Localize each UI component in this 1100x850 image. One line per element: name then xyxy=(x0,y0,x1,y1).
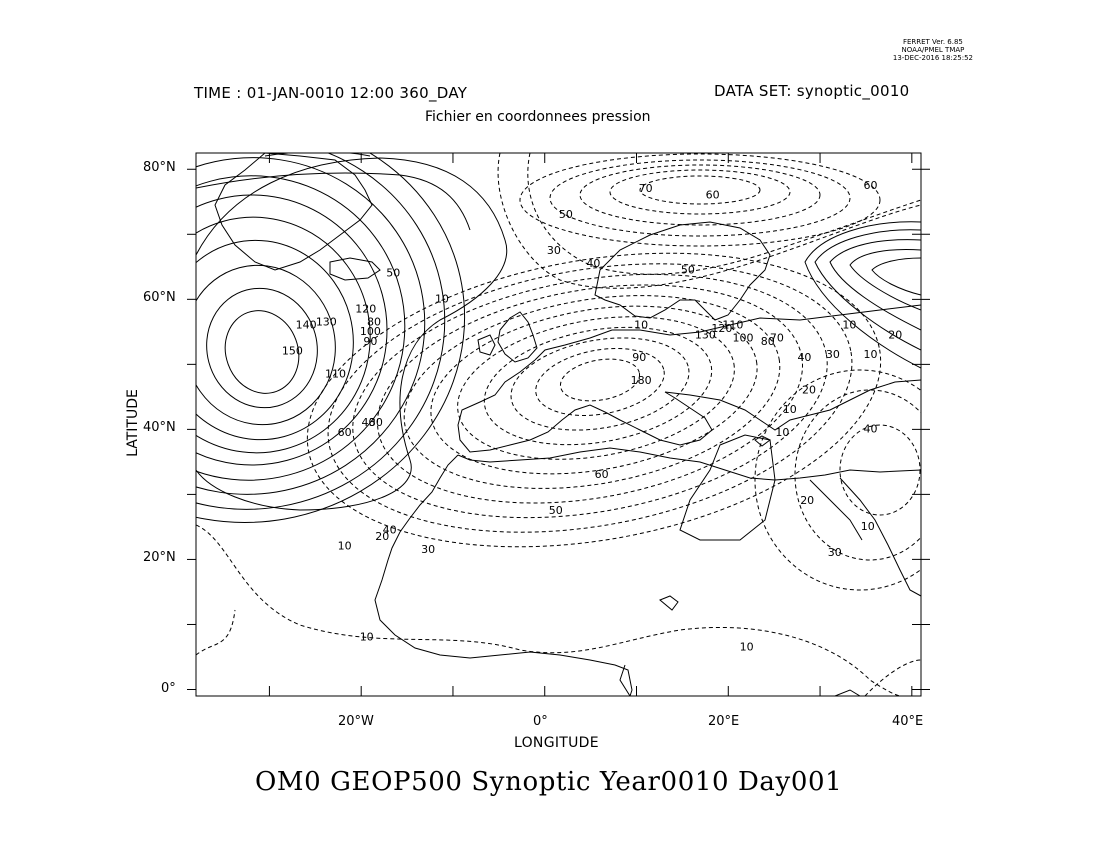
plot-subtitle: Fichier en coordonnees pression xyxy=(425,109,651,125)
contour-label: 130 xyxy=(695,328,716,341)
y-tick-20n: 20°N xyxy=(143,550,176,565)
contour-label: 10 xyxy=(740,640,754,653)
figure-caption: OM0 GEOP500 Synoptic Year0010 Day001 xyxy=(255,767,843,797)
contour-label: 180 xyxy=(631,374,652,387)
contour-label: 150 xyxy=(282,345,303,358)
contour-label: 20 xyxy=(800,494,814,507)
y-tick-0: 0° xyxy=(161,681,176,696)
contour-label: 80 xyxy=(367,315,381,328)
contour-label: 140 xyxy=(296,319,317,332)
y-tick-40n: 40°N xyxy=(143,420,176,435)
contour-label: 80 xyxy=(761,335,775,348)
contour-label: 120 xyxy=(711,322,732,335)
contour-label: 30 xyxy=(826,348,840,361)
contour-label: 70 xyxy=(770,332,784,345)
contour-label: 10 xyxy=(775,426,789,439)
x-tick-20e: 20°E xyxy=(708,714,740,729)
contour-label: 100 xyxy=(732,332,753,345)
contour-label: 30 xyxy=(421,543,435,556)
dataset-header: DATA SET: synoptic_0010 xyxy=(714,82,910,100)
solid-contours-ne-high xyxy=(804,221,921,369)
contour-label: 10 xyxy=(435,293,449,306)
contour-label: 60 xyxy=(706,189,720,202)
contour-label: 20 xyxy=(375,530,389,543)
contour-label: 40 xyxy=(797,351,811,364)
stamp-date: 13-DEC-2016 18:25:52 xyxy=(892,54,973,62)
contour-label: 20 xyxy=(802,384,816,397)
contour-label: 30 xyxy=(547,244,561,257)
contour-label: 50 xyxy=(559,208,573,221)
contour-label: 10 xyxy=(861,520,875,533)
contour-label: 50 xyxy=(681,263,695,276)
contour-label: 10 xyxy=(338,540,352,553)
contour-label: 60 xyxy=(864,179,878,192)
time-header: TIME : 01-JAN-0010 12:00 360_DAY xyxy=(194,84,468,102)
contour-label: 130 xyxy=(316,315,337,328)
contour-label: 10 xyxy=(842,319,856,332)
y-tick-80n: 80°N xyxy=(143,160,176,175)
x-tick-20w: 20°W xyxy=(338,714,374,729)
contour-label: 40 xyxy=(362,416,376,429)
y-tick-60n: 60°N xyxy=(143,290,176,305)
contour-label: 90 xyxy=(363,335,377,348)
axis-ticks xyxy=(187,153,930,696)
ferret-stamp: FERRET Ver. 6.85 NOAA/PMEL TMAP 13-DEC-2… xyxy=(893,38,973,62)
contour-label: 100 xyxy=(360,325,381,338)
x-axis-title: LONGITUDE xyxy=(514,735,599,751)
contour-label: 20 xyxy=(888,328,902,341)
contour-label: 60 xyxy=(338,426,352,439)
coastlines xyxy=(214,153,921,696)
contour-label: 70 xyxy=(639,182,653,195)
solid-contours-atlantic-high xyxy=(196,153,508,523)
contour-label: 60 xyxy=(595,468,609,481)
contour-label: 110 xyxy=(722,319,743,332)
contour-label: 10 xyxy=(634,319,648,332)
contour-label: 90 xyxy=(632,351,646,364)
contour-label: 120 xyxy=(355,302,376,315)
contour-label: 50 xyxy=(549,504,563,517)
plot-frame xyxy=(195,152,922,697)
contour-label: 40 xyxy=(864,423,878,436)
contour-label: 40 xyxy=(383,523,397,536)
contour-label: 10 xyxy=(864,348,878,361)
contour-label: 10 xyxy=(360,631,374,644)
contour-label: 30 xyxy=(828,546,842,559)
contour-label: 50 xyxy=(386,267,400,280)
dashed-contours xyxy=(196,153,921,696)
contour-label: 10 xyxy=(783,403,797,416)
contour-label: 30 xyxy=(369,416,383,429)
stamp-version: FERRET Ver. 6.85 xyxy=(902,38,963,46)
stamp-org: NOAA/PMEL TMAP xyxy=(901,46,965,54)
x-tick-0: 0° xyxy=(533,714,548,729)
contour-label: 40 xyxy=(586,257,600,270)
contour-label: 110 xyxy=(325,367,346,380)
x-tick-40e: 40°E xyxy=(892,714,924,729)
